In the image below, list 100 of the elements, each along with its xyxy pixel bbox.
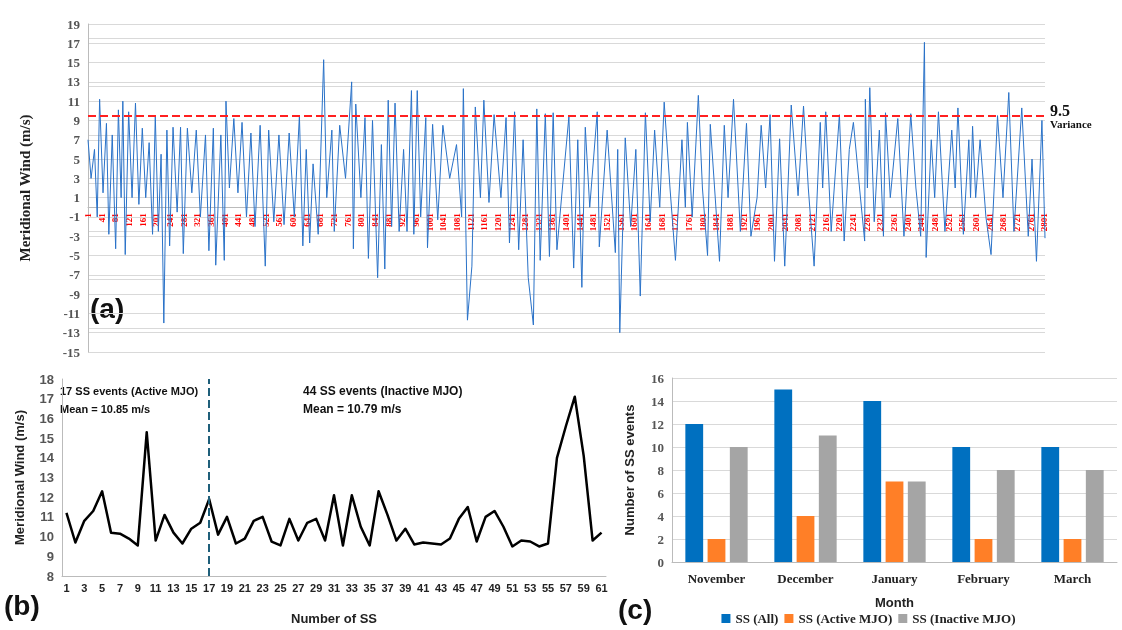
- x-tick-label: 1041: [438, 212, 449, 232]
- x-tick-label: 1401: [561, 212, 572, 232]
- y-tick-label: 9: [46, 548, 54, 564]
- x-tick-label: 2041: [779, 212, 790, 232]
- x-tick-label: February: [957, 571, 1011, 586]
- y-tick-label: 9: [73, 112, 81, 128]
- x-tick-label: 1361: [547, 212, 558, 232]
- x-tick-label: 81: [110, 212, 121, 223]
- x-tick-label: 1481: [588, 212, 599, 232]
- x-tick-label: 31: [327, 581, 341, 594]
- x-tick-label: 401: [219, 212, 230, 227]
- x-tick-label: 681: [315, 212, 326, 227]
- y-tick-label: 12: [651, 416, 664, 432]
- x-tick-label: 1201: [492, 212, 503, 232]
- annotation: Mean = 10.79 m/s: [303, 402, 402, 416]
- y-tick-label: -7: [69, 267, 81, 283]
- x-tick-label: 801: [356, 212, 367, 227]
- legend-label: SS (All): [735, 611, 779, 626]
- x-tick-label: 1641: [643, 212, 654, 232]
- y-tick-label: 18: [39, 371, 54, 387]
- x-tick-label: 1561: [615, 212, 626, 232]
- bar: [685, 424, 704, 562]
- x-tick-label: 921: [397, 212, 408, 227]
- x-tick-label: 2521: [943, 212, 954, 232]
- x-tick-label: 2081: [793, 212, 804, 232]
- x-tick-label: 521: [260, 212, 271, 227]
- x-tick-label: 21: [238, 581, 251, 594]
- x-tick-label: 55: [541, 581, 555, 594]
- x-tick-label: 59: [577, 581, 590, 594]
- x-tick-label: 57: [559, 581, 572, 594]
- y-tick-label: 13: [39, 470, 54, 485]
- legend-label: SS (Active MJO): [798, 611, 893, 626]
- x-tick-label: 61: [595, 581, 608, 594]
- x-tick-label: 321: [192, 212, 203, 227]
- x-tick-label: 1441: [574, 212, 585, 232]
- x-tick-label: 39: [399, 581, 412, 594]
- x-tick-label: 15: [185, 581, 198, 594]
- x-axis-title: Number of SS: [291, 611, 378, 626]
- x-tick-label: 1241: [506, 212, 517, 232]
- x-tick-label: 721: [328, 212, 339, 227]
- y-tick-label: -15: [62, 344, 81, 360]
- x-tick-label: 761: [342, 212, 353, 227]
- bar: [952, 447, 971, 562]
- y-tick-label: 16: [651, 370, 665, 386]
- x-tick-label: 1121: [465, 212, 476, 231]
- x-tick-label: 1081: [451, 212, 462, 232]
- x-tick-label: 19: [220, 581, 234, 594]
- x-tick-label: 361: [205, 212, 216, 227]
- y-tick-label: 17: [39, 391, 54, 407]
- x-tick-label: 2001: [766, 212, 777, 232]
- y-tick-label: 0: [657, 554, 664, 570]
- y-axis-title: Number of SS events: [622, 404, 637, 536]
- y-axis-title: Meridional Wind (m/s): [16, 114, 34, 262]
- y-tick-label: 15: [39, 430, 54, 446]
- x-tick-label: 1801: [697, 212, 708, 232]
- x-tick-label: November: [687, 571, 746, 586]
- x-tick-label: 41: [96, 212, 107, 223]
- x-tick-label: 1281: [520, 212, 531, 232]
- y-tick-label: 14: [39, 450, 55, 466]
- bar: [1041, 447, 1060, 562]
- x-tick-label: 37: [381, 581, 394, 594]
- y-tick-label: 8: [46, 568, 54, 584]
- x-tick-label: 2281: [861, 212, 872, 232]
- y-tick-label: -13: [62, 325, 81, 341]
- x-tick-label: 1921: [738, 212, 749, 232]
- x-tick-label: 2601: [971, 212, 982, 232]
- x-tick-label: 2641: [984, 212, 995, 232]
- x-tick-label: 1521: [602, 212, 613, 232]
- x-tick-label: 441: [233, 212, 244, 227]
- annotation: 44 SS events (Inactive MJO): [303, 384, 463, 398]
- annotation: Mean = 10.85 m/s: [60, 402, 151, 415]
- bar: [863, 401, 882, 562]
- y-tick-label: 10: [39, 529, 54, 545]
- x-tick-label: 2161: [820, 212, 831, 232]
- x-tick-label: 1961: [752, 212, 763, 232]
- x-tick-label: 51: [506, 581, 519, 594]
- y-tick-label: -11: [63, 305, 80, 321]
- x-tick-label: 1761: [684, 212, 695, 232]
- y-tick-label: 15: [67, 55, 81, 71]
- x-tick-label: 35: [363, 581, 376, 594]
- y-tick-label: 16: [39, 410, 54, 426]
- bar: [774, 389, 793, 562]
- y-tick-label: 3: [73, 170, 81, 186]
- y-axis-title: Meridional Wind (m/s): [12, 410, 27, 545]
- x-tick-label: 41: [417, 581, 430, 594]
- x-tick-label: January: [871, 571, 919, 586]
- y-tick-label: 6: [657, 485, 665, 501]
- y-tick-label: 14: [651, 393, 665, 409]
- x-tick-label: 2401: [902, 212, 913, 232]
- y-tick-label: 13: [67, 74, 81, 90]
- x-tick-label: 27: [292, 581, 305, 594]
- x-tick-label: 161: [137, 212, 148, 227]
- x-tick-label: 25: [274, 581, 287, 594]
- x-tick-label: 281: [178, 212, 189, 227]
- x-tick-label: 9: [134, 581, 141, 594]
- bar: [796, 516, 815, 562]
- x-tick-label: 601: [287, 212, 298, 227]
- x-tick-label: 1841: [711, 212, 722, 232]
- x-tick-label: 2561: [957, 212, 968, 232]
- bar: [974, 539, 993, 562]
